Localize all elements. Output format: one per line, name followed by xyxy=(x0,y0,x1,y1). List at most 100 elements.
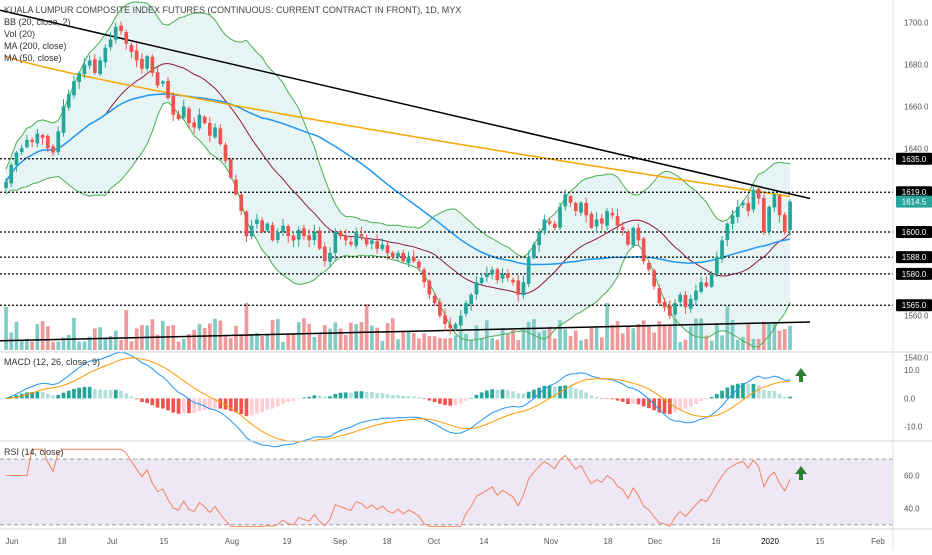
candle-body xyxy=(291,235,296,241)
macd-pane[interactable] xyxy=(4,351,807,448)
macd-line xyxy=(5,351,791,448)
price-pane[interactable] xyxy=(0,1,893,350)
macd-histogram-bar xyxy=(694,398,698,404)
volume-bar xyxy=(427,336,432,350)
macd-legend: MACD (12, 26, close, 9) xyxy=(4,356,100,368)
volume-bar xyxy=(354,324,359,350)
volume-bar xyxy=(589,326,594,350)
candle-body xyxy=(323,246,327,262)
candle-body xyxy=(479,278,484,284)
macd-histogram-bar xyxy=(453,398,458,405)
indicator-macd[interactable]: MACD (12, 26, close, 9) xyxy=(4,357,101,367)
candle-body xyxy=(187,108,191,124)
candle-body xyxy=(673,303,677,315)
macd-histogram-bar xyxy=(594,397,599,399)
volume-bar xyxy=(516,340,521,350)
macd-histogram-bar xyxy=(375,392,379,399)
volume-bar xyxy=(443,338,447,350)
level-label: 1580.0 xyxy=(902,270,927,279)
macd-histogram-bar xyxy=(500,389,505,399)
last-price-badge xyxy=(896,195,932,208)
descending-trendline[interactable] xyxy=(0,9,811,200)
candle-body xyxy=(725,223,730,241)
candle-body xyxy=(328,252,332,262)
indicator-bb[interactable]: BB (20, close, 2) xyxy=(4,17,71,27)
indicator-ma200[interactable]: MA (200, close) xyxy=(4,41,67,51)
macd-histogram-bar xyxy=(772,391,777,399)
macd-histogram-bar xyxy=(735,383,740,399)
macd-histogram-bar xyxy=(82,386,87,399)
candle-body xyxy=(762,198,766,232)
candle-body xyxy=(735,206,740,217)
indicator-ma50[interactable]: MA (50, close) xyxy=(4,53,62,63)
candle-body xyxy=(370,240,374,244)
rsi-pane[interactable] xyxy=(0,448,893,528)
volume-bar xyxy=(756,339,761,350)
macd-histogram-bar xyxy=(349,392,353,399)
volume-bar xyxy=(558,320,562,350)
macd-histogram-bar xyxy=(620,398,625,402)
volume-bar xyxy=(647,324,651,350)
candle-body xyxy=(349,241,353,245)
candle-body xyxy=(532,244,536,259)
candle-body xyxy=(197,114,202,129)
volume-bar xyxy=(777,330,782,350)
macd-histogram-bar xyxy=(270,398,275,409)
macd-histogram-bar xyxy=(176,398,181,414)
candle-body xyxy=(777,195,782,216)
candle-body xyxy=(9,165,14,184)
price-tick-label: 1640.0 xyxy=(904,144,929,153)
volume-bar xyxy=(615,321,620,350)
candle-body xyxy=(166,81,170,99)
candle-body xyxy=(563,194,568,207)
candle-body xyxy=(662,301,667,308)
volume-bar xyxy=(657,321,662,350)
volume-bar xyxy=(370,325,374,350)
volume-bar xyxy=(349,322,353,350)
candle-body xyxy=(432,295,437,304)
volume-bar xyxy=(704,335,709,350)
macd-histogram-bar xyxy=(213,398,217,409)
candle-body xyxy=(140,58,144,69)
volume-bar xyxy=(129,341,134,350)
indicator-rsi[interactable]: RSI (14, close) xyxy=(4,447,64,457)
candle-body xyxy=(542,219,547,231)
candle-body xyxy=(448,324,453,329)
indicator-vol[interactable]: Vol (20) xyxy=(4,29,36,39)
macd-histogram-bar xyxy=(249,398,254,416)
candle-body xyxy=(176,114,181,119)
macd-histogram-bar xyxy=(302,397,306,399)
candle-body xyxy=(390,252,395,258)
candle-body xyxy=(683,295,688,308)
level-label: 1588.0 xyxy=(902,253,927,262)
macd-histogram-bar xyxy=(150,398,155,406)
volume-bar xyxy=(72,318,76,350)
time-tick-label: 18 xyxy=(58,537,67,546)
volume-bar xyxy=(788,325,792,350)
candle-body xyxy=(469,294,473,304)
macd-histogram-bar xyxy=(631,398,636,404)
macd-histogram-bar xyxy=(636,398,641,405)
level-badge xyxy=(896,152,932,165)
volume-bar xyxy=(46,326,50,350)
volume-bar xyxy=(390,318,395,350)
candle-body xyxy=(40,135,45,138)
volume-bar xyxy=(678,341,683,350)
ascending-trendline[interactable] xyxy=(0,321,811,342)
volume-bar xyxy=(683,339,688,350)
volume-bar xyxy=(255,332,259,350)
macd-histogram-bar xyxy=(108,390,113,399)
macd-histogram-bar xyxy=(762,389,766,399)
candle-body xyxy=(46,135,50,149)
macd-histogram-bar xyxy=(668,398,672,415)
volume-bar xyxy=(317,333,322,350)
volume-bar xyxy=(380,341,385,350)
volume-bar xyxy=(161,320,165,350)
macd-histogram-bar xyxy=(458,398,463,404)
macd-histogram-bar xyxy=(364,391,369,399)
candle-body xyxy=(302,228,306,237)
volume-bar xyxy=(688,326,693,350)
macd-histogram-bar xyxy=(490,389,494,399)
